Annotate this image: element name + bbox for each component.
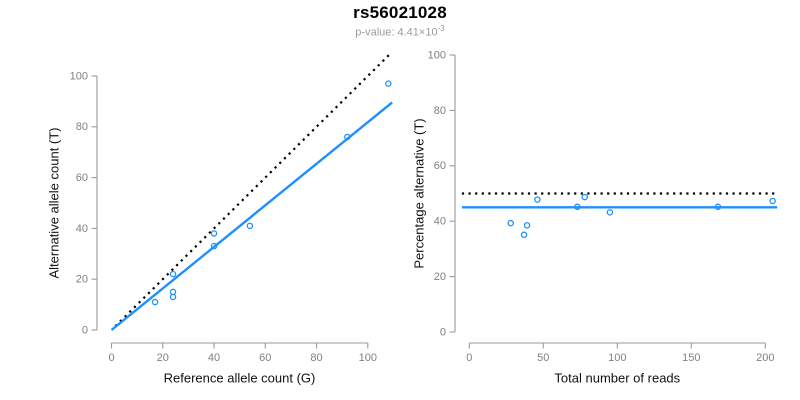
data-point <box>344 133 351 141</box>
data-point <box>169 293 177 301</box>
x-tick-label: 40 <box>208 352 220 364</box>
figure-p-value: p-value: 4.41×10-3 <box>0 24 800 39</box>
y-tick-label: 20 <box>76 274 88 286</box>
x-tick-label: 0 <box>466 352 472 364</box>
data-point <box>507 219 514 227</box>
y-tick-label: 0 <box>440 326 446 338</box>
y-tick-label: 40 <box>434 216 446 228</box>
data-point <box>169 288 177 296</box>
data-point <box>581 193 588 201</box>
fit-line <box>110 101 393 331</box>
x-axis-title: Total number of reads <box>554 370 680 385</box>
data-point <box>151 298 159 306</box>
data-point <box>210 230 218 237</box>
data-point <box>606 209 614 216</box>
y-tick-label: 60 <box>434 160 446 172</box>
x-tick-label: 50 <box>537 352 549 364</box>
x-tick-label: 60 <box>259 352 271 364</box>
figure-title: rs56021028 <box>353 3 447 22</box>
x-axis-title: Reference allele count (G) <box>164 370 316 385</box>
y-tick-label: 80 <box>434 105 446 117</box>
data-point <box>769 197 776 205</box>
x-tick-label: 80 <box>310 352 322 364</box>
identity-line <box>114 53 391 327</box>
y-tick-label: 60 <box>76 172 88 184</box>
x-tick-label: 100 <box>359 352 377 364</box>
chart-allele-counts: 0 20 40 60 80 100 0 20 40 60 80 100 Reference allele… <box>46 53 393 385</box>
y-tick-label: 100 <box>428 49 446 61</box>
p-value-text: p-value: 4.41×10 <box>355 26 438 39</box>
chart-percentage-vs-reads: 0 20 40 60 80 100 0 50 100 150 200 Total number of … <box>411 49 778 385</box>
data-point <box>210 242 218 250</box>
y-tick-label: 40 <box>76 223 88 235</box>
x-tick-label: 20 <box>157 352 169 364</box>
data-point <box>534 196 541 203</box>
x-tick-label: 100 <box>608 352 626 364</box>
y-axis-title: Percentage alternative (T) <box>411 118 426 268</box>
y-tick-label: 80 <box>76 121 88 133</box>
data-point <box>520 231 528 239</box>
data-point <box>714 203 722 211</box>
y-tick-label: 0 <box>82 324 88 336</box>
data-point <box>574 203 581 211</box>
x-tick-label: 150 <box>682 352 700 364</box>
data-point <box>246 222 254 230</box>
p-value-exponent: -3 <box>437 24 445 33</box>
data-point <box>385 80 392 87</box>
x-tick-label: 0 <box>108 352 114 364</box>
y-tick-label: 20 <box>434 271 446 283</box>
x-tick-label: 200 <box>756 352 774 364</box>
data-point <box>523 222 531 229</box>
y-tick-label: 100 <box>70 70 88 82</box>
y-axis-title: Alternative allele count (T) <box>46 127 61 278</box>
data-point <box>169 270 177 278</box>
